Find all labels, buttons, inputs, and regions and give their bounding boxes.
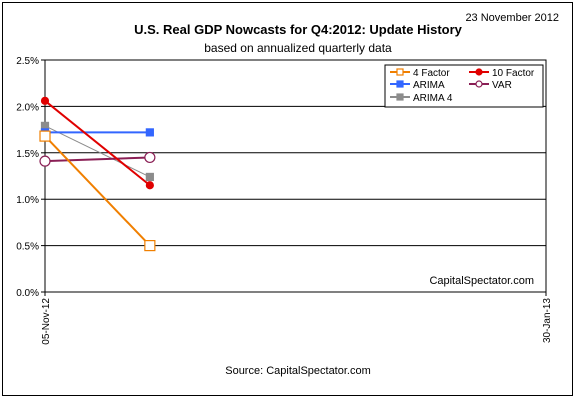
legend-label: ARIMA 4: [413, 93, 453, 104]
data-point-10-factor: [145, 181, 154, 190]
y-tick-label: 2.5%: [16, 56, 39, 67]
data-point-4-factor: [39, 130, 51, 142]
series-line-arima-4: [44, 125, 151, 178]
series-line-10-factor: [44, 100, 151, 187]
y-tick-label: 1.0%: [16, 195, 39, 206]
legend-label: VAR: [492, 80, 512, 91]
gdp-nowcast-chart: U.S. Real GDP Nowcasts for Q4:2012: Upda…: [16, 12, 559, 377]
y-tick-label: 0.5%: [16, 242, 39, 253]
legend-box: [384, 64, 544, 108]
data-point-var: [144, 151, 156, 164]
data-point-10-factor: [40, 96, 50, 105]
data-point-var: [39, 155, 51, 167]
legend: 4 Factor 10 Factor ARIMA VAR ARIMA 4: [384, 64, 544, 108]
source-note: Source: CapitalSpectator.com: [225, 365, 371, 377]
date-stamp: 23 November 2012: [465, 12, 559, 24]
chart-subtitle: based on annualized quarterly data: [204, 41, 392, 55]
y-tick-label: 0.0%: [16, 288, 39, 299]
y-tick-label: 1.5%: [16, 149, 39, 160]
x-axis-ticks: 05-Nov-12 30-Jan-13: [41, 292, 553, 345]
chart-frame: U.S. Real GDP Nowcasts for Q4:2012: Upda…: [2, 2, 573, 396]
legend-swatch-marker: [475, 80, 483, 88]
y-tick-label: 2.0%: [16, 102, 39, 113]
watermark: CapitalSpectator.com: [429, 275, 534, 287]
series-layer: [39, 96, 156, 252]
data-point-arima: [145, 128, 154, 137]
gridlines: [45, 105, 546, 247]
legend-swatch-marker: [396, 80, 404, 88]
x-tick-label: 05-Nov-12: [41, 298, 52, 345]
x-tick-label: 30-Jan-13: [542, 298, 553, 343]
legend-swatch-marker: [396, 93, 404, 101]
legend-swatch-marker: [475, 68, 483, 76]
legend-swatch-marker: [396, 68, 404, 76]
y-axis-ticks: 0.0% 0.5% 1.0% 1.5% 2.0% 2.5%: [16, 56, 45, 299]
series-line-var: [44, 156, 150, 163]
data-point-4-factor: [144, 240, 156, 252]
data-point-arima-4: [145, 172, 154, 182]
legend-label: 4 Factor: [413, 68, 450, 79]
series-line-4-factor: [44, 135, 151, 247]
legend-label: ARIMA: [413, 80, 445, 91]
legend-label: 10 Factor: [492, 68, 535, 79]
chart-title: U.S. Real GDP Nowcasts for Q4:2012: Upda…: [134, 22, 463, 37]
